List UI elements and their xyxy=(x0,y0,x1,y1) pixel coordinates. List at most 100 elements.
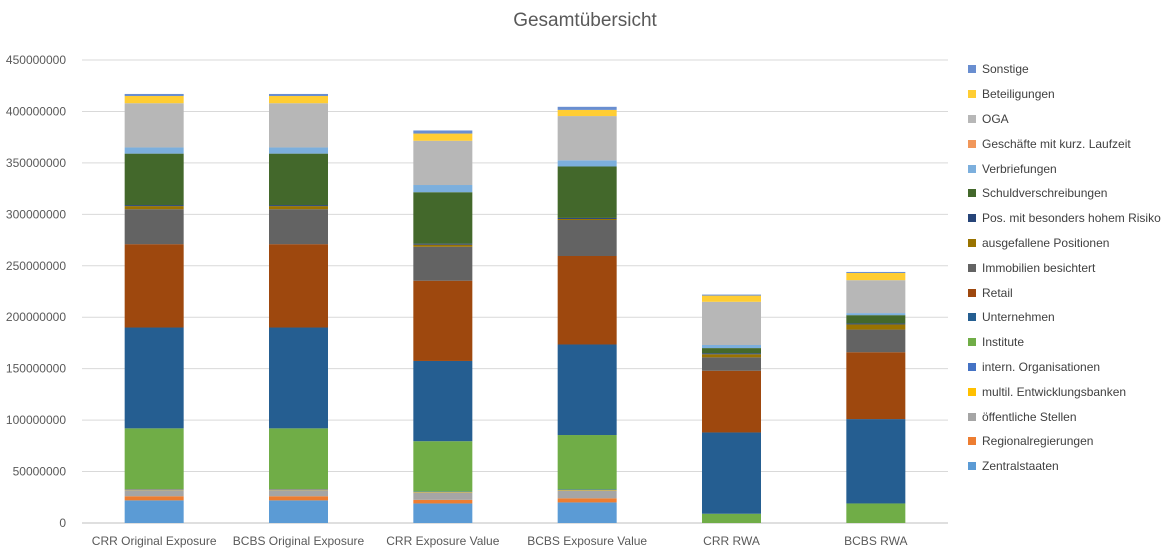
bar-segment xyxy=(702,513,761,523)
bar-segment xyxy=(269,428,328,490)
legend-swatch xyxy=(968,263,976,272)
legend-item: Unternehmen xyxy=(968,305,1161,330)
bar-segment xyxy=(557,489,617,491)
bar-segment xyxy=(846,329,906,353)
legend-item: intern. Organisationen xyxy=(968,355,1161,380)
legend-item: öffentliche Stellen xyxy=(968,404,1161,429)
bar-segment xyxy=(269,147,328,154)
legend-label: Retail xyxy=(982,285,1013,300)
bar-segment xyxy=(269,206,328,210)
y-tick-label: 300000000 xyxy=(6,207,66,221)
bar-segment xyxy=(124,96,184,104)
bar-segment xyxy=(413,243,473,245)
bar-segment xyxy=(269,209,328,245)
x-tick-label: BCBS Exposure Value xyxy=(527,534,647,548)
legend-item: Beteiligungen xyxy=(968,82,1161,107)
bar-segment xyxy=(557,219,617,257)
bar-segment xyxy=(124,244,184,328)
legend-item: Regionalregierungen xyxy=(968,429,1161,454)
bar-segment xyxy=(846,272,906,281)
x-tick-label: CRR Original Exposure xyxy=(92,534,217,548)
bar-segment xyxy=(557,160,617,167)
y-tick-label: 250000000 xyxy=(6,259,66,273)
bar-segment xyxy=(557,166,617,218)
bar-segment xyxy=(413,140,473,186)
bar-segment xyxy=(269,205,328,207)
bar-segment xyxy=(557,116,617,161)
bar-segment xyxy=(557,256,617,345)
bar-segment xyxy=(846,280,906,314)
legend-label: Geschäfte mit kurz. Laufzeit xyxy=(982,136,1131,151)
bar-segment xyxy=(269,496,328,501)
bar-segment xyxy=(269,93,328,97)
bar-segment xyxy=(846,352,906,420)
legend-label: Sonstige xyxy=(982,62,1029,77)
legend-label: Beteiligungen xyxy=(982,87,1055,102)
bar-segment xyxy=(557,502,617,523)
legend-label: Institute xyxy=(982,335,1025,350)
bar-segment xyxy=(702,345,761,349)
bar-segment xyxy=(269,96,328,104)
bar-segment xyxy=(413,244,473,247)
legend-item: Retail xyxy=(968,280,1161,305)
x-tick-label: BCBS Original Exposure xyxy=(233,534,365,548)
legend-item: Pos. mit besonders hohem Risiko xyxy=(968,206,1161,231)
legend-label: multil. Entwicklungsbanken xyxy=(982,384,1127,399)
bar-segment xyxy=(702,301,761,346)
bar-segment xyxy=(413,130,473,134)
y-tick-label: 0 xyxy=(59,516,66,530)
bar-segment xyxy=(702,294,761,296)
legend-label: Zentralstaaten xyxy=(982,459,1059,474)
bar-segment xyxy=(124,93,184,97)
bar-segment xyxy=(846,324,906,330)
bar-segment xyxy=(269,103,328,148)
legend-swatch xyxy=(968,387,976,396)
bar-segment xyxy=(702,357,761,371)
x-tick-label: CRR RWA xyxy=(703,534,760,548)
bar-segment xyxy=(702,353,761,355)
legend-swatch xyxy=(968,238,976,247)
bar-segment xyxy=(124,428,184,490)
bar-segment xyxy=(124,209,184,245)
bar-segment xyxy=(557,490,617,491)
legend-item: Schuldverschreibungen xyxy=(968,181,1161,206)
legend-item: Geschäfte mit kurz. Laufzeit xyxy=(968,131,1161,156)
bar-segment xyxy=(124,103,184,148)
bar-segment xyxy=(846,271,906,273)
chart-title: Gesamtübersicht xyxy=(513,10,657,31)
bar-segment xyxy=(413,503,473,523)
legend-swatch xyxy=(968,164,976,173)
legend-item: Verbriefungen xyxy=(968,156,1161,181)
bar-segment xyxy=(413,246,473,281)
legend-swatch xyxy=(968,65,976,74)
legend-swatch xyxy=(968,90,976,99)
legend-label: ausgefallene Positionen xyxy=(982,235,1110,250)
legend-swatch xyxy=(968,462,976,471)
x-tick-label: CRR Exposure Value xyxy=(386,534,499,548)
legend-label: intern. Organisationen xyxy=(982,359,1101,374)
legend-swatch xyxy=(968,362,976,371)
bar-segment xyxy=(269,489,328,490)
bar-segment xyxy=(557,490,617,499)
legend-swatch xyxy=(968,114,976,123)
y-tick-label: 200000000 xyxy=(6,310,66,324)
bar-segment xyxy=(413,360,473,442)
bar-segment xyxy=(413,492,473,500)
bar-segment xyxy=(124,496,184,501)
bar-segment xyxy=(124,489,184,490)
bar-segment xyxy=(124,490,184,497)
bar-segment xyxy=(557,106,617,110)
legend-swatch xyxy=(968,313,976,322)
y-tick-label: 400000000 xyxy=(6,104,66,118)
bar-segment xyxy=(124,153,184,206)
legend-item: ausgefallene Positionen xyxy=(968,231,1161,256)
bar-segment xyxy=(269,244,328,328)
bar-segment xyxy=(557,435,617,490)
bar-segment xyxy=(269,327,328,429)
bar-segment xyxy=(413,133,473,141)
bar-segment xyxy=(846,315,906,324)
legend-swatch xyxy=(968,214,976,223)
y-tick-label: 350000000 xyxy=(6,156,66,170)
bar-segment xyxy=(846,313,906,316)
